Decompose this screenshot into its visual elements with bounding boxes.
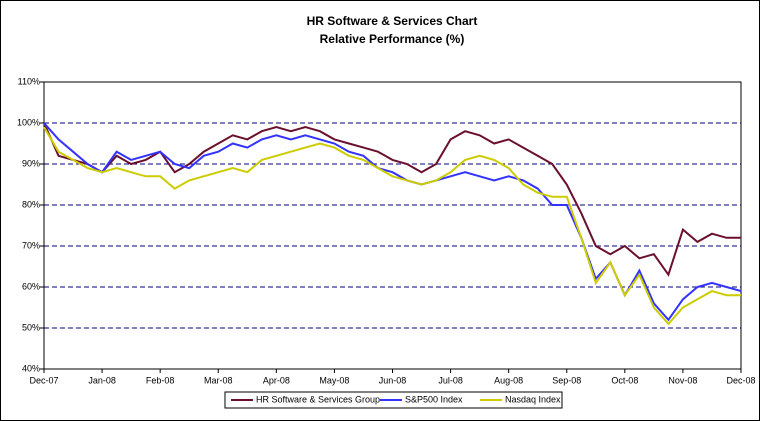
y-tick-label: 100% [17,117,40,127]
x-tick-label: Oct-08 [611,375,638,385]
y-tick-label: 40% [22,363,40,373]
x-tick-label: Jan-08 [88,375,116,385]
y-tick-label: 60% [22,281,40,291]
y-tick-label: 80% [22,199,40,209]
x-tick-label: Jul-08 [438,375,463,385]
x-tick-label: Mar-08 [204,375,233,385]
y-tick-label: 70% [22,240,40,250]
x-tick-label: Aug-08 [494,375,523,385]
chart-title: HR Software & Services Chart [307,14,478,28]
legend-label: HR Software & Services Group [256,394,380,404]
series-line [43,126,741,326]
chart-subtitle: Relative Performance (%) [320,32,465,46]
x-tick-label: Jun-08 [379,375,407,385]
y-tick-label: 110% [18,76,40,86]
x-tick-label: Feb-08 [146,375,175,385]
x-tick-label: May-08 [319,375,349,385]
x-tick-label: Apr-08 [263,375,290,385]
legend-label: S&P500 Index [405,394,463,404]
x-tick-label: Nov-08 [668,375,697,385]
x-tick-label: Dec-08 [726,375,755,385]
y-tick-label: 50% [22,322,40,332]
x-tick-label: Dec-07 [29,375,58,385]
y-tick-label: 90% [22,158,40,168]
legend-label: Nasdaq Index [505,394,561,404]
x-tick-label: Sep-08 [552,375,581,385]
